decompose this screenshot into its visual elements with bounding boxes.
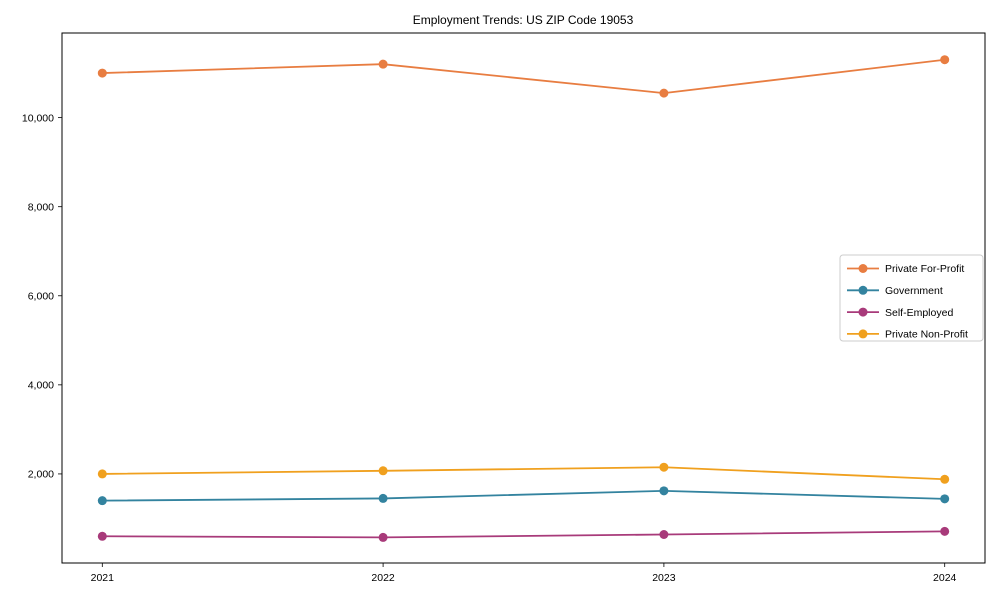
y-tick-label: 10,000 [22,112,54,124]
data-point-self-employed-2024 [940,526,950,536]
legend-box [839,254,984,342]
data-point-private-non-profit-2022 [378,466,388,476]
x-tick-label-2022: 2022 [371,572,395,584]
x-tick-label-2024: 2024 [933,572,957,584]
legend: Private For-Profit Government Self-Employe… [839,254,984,342]
legend-label-private-for-profit: Private For-Profit [885,263,964,275]
data-point-private-for-profit-2021 [97,68,107,78]
series-private-non-profit [97,462,950,484]
data-point-private-non-profit-2023 [659,462,669,472]
y-tick-label: 8,000 [28,201,54,213]
chart-title: Employment Trends: US ZIP Code 19053 [413,13,634,27]
data-point-government-2023 [659,486,669,496]
data-point-self-employed-2023 [659,529,669,539]
data-point-self-employed-2022 [378,532,388,542]
series-line-private-non-profit [102,466,945,481]
legend-label-private-non-profit: Private Non-Profit [885,329,968,341]
legend-label-government: Government [885,285,943,297]
legend-marker-dot [858,264,868,273]
y-tick-label: 4,000 [28,380,54,392]
legend-label-self-employed: Self-Employed [885,307,953,319]
series-self-employed [97,526,950,542]
data-point-government-2024 [940,494,950,504]
series-line-self-employed [102,530,945,539]
data-point-private-non-profit-2021 [97,469,107,479]
y-tick-label: 6,000 [28,290,54,302]
legend-item-government: Government [847,285,943,297]
data-point-government-2021 [97,496,107,506]
series-line-private-for-profit [102,58,945,95]
series-line-government [102,489,945,502]
legend-item-private-for-profit: Private For-Profit [847,263,964,275]
legend-item-self-employed: Self-Employed [847,307,953,319]
data-point-private-for-profit-2022 [378,59,388,69]
y-tick-label: 2,000 [28,469,54,481]
data-point-self-employed-2021 [97,531,107,541]
data-point-government-2022 [378,493,388,503]
data-point-private-for-profit-2024 [940,55,950,65]
x-tick-label-2021: 2021 [91,572,115,584]
series-private-for-profit [97,55,950,98]
axes-layer: 2,000 4,000 6,000 8,000 10,000 2021 2022 2023 20… [22,32,986,584]
data-point-private-for-profit-2023 [659,88,669,98]
data-point-private-non-profit-2024 [940,474,950,484]
series-government [97,486,950,506]
x-tick-label-2023: 2023 [652,572,676,584]
legend-marker-dot [858,307,868,317]
series-layer [97,55,950,542]
plot-frame [61,32,986,564]
legend-marker-dot [858,329,868,339]
legend-item-private-non-profit: Private Non-Profit [847,329,968,341]
legend-marker-dot [858,285,868,295]
